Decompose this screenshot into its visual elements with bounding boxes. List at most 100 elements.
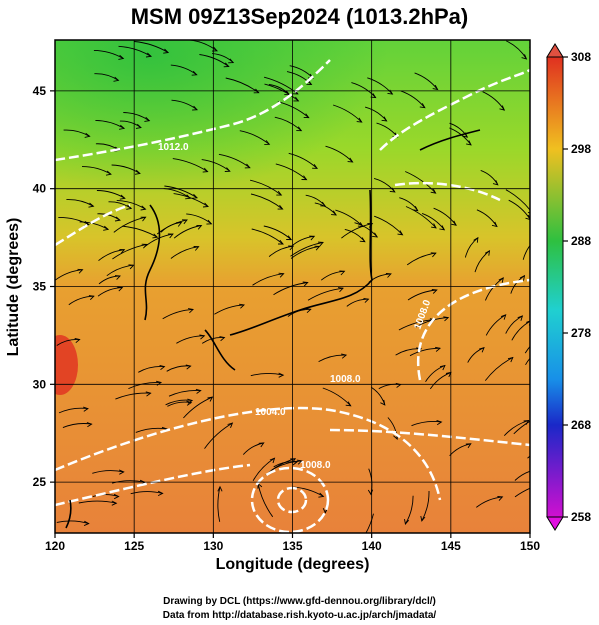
streamline bbox=[252, 273, 284, 286]
streamline bbox=[277, 101, 309, 118]
streamline-arrowhead bbox=[380, 399, 386, 406]
streamline-arrowhead bbox=[309, 235, 316, 241]
streamline-arrowhead bbox=[188, 308, 194, 314]
streamline bbox=[201, 159, 231, 172]
x-tick-label: 150 bbox=[520, 539, 540, 553]
streamline bbox=[93, 49, 124, 59]
streamline-arrowhead bbox=[258, 442, 265, 448]
streamline-arrowhead bbox=[439, 364, 446, 371]
streamline-arrowhead bbox=[140, 216, 147, 222]
streamline bbox=[250, 193, 283, 210]
streamline-arrowhead bbox=[320, 201, 327, 207]
streamline-arrowhead bbox=[119, 248, 126, 254]
streamline-arrowhead bbox=[128, 264, 135, 270]
streamline-arrowhead bbox=[404, 519, 410, 526]
streamline bbox=[409, 347, 441, 357]
streamline-arrowhead bbox=[135, 123, 142, 129]
streamline bbox=[400, 90, 426, 108]
streamline bbox=[123, 112, 150, 122]
x-tick-label: 125 bbox=[124, 539, 144, 553]
streamline-arrowhead bbox=[318, 492, 325, 498]
streamline-arrowhead bbox=[83, 520, 90, 527]
streamline-arrowhead bbox=[113, 76, 120, 82]
colorbar-top-arrow bbox=[546, 43, 564, 58]
streamline-arrowhead bbox=[492, 180, 499, 186]
streamline-arrowhead bbox=[359, 237, 366, 243]
streamline-arrowhead bbox=[195, 388, 202, 394]
streamline-arrowhead bbox=[88, 202, 95, 208]
colorbar-tick-label: 308 bbox=[571, 50, 591, 64]
streamline-arrowhead bbox=[227, 422, 234, 428]
streamline-arrowhead bbox=[339, 270, 346, 276]
chart-title: MSM 09Z13Sep2024 (1013.2hPa) bbox=[130, 4, 469, 29]
streamline-arrowhead bbox=[533, 238, 537, 243]
streamline bbox=[405, 495, 414, 525]
streamline-arrowhead bbox=[114, 216, 121, 222]
streamline bbox=[176, 335, 205, 344]
streamline bbox=[204, 422, 233, 449]
streamline-arrowhead bbox=[439, 225, 446, 231]
streamline-arrowhead bbox=[432, 84, 439, 91]
streamline bbox=[288, 152, 318, 169]
streamline bbox=[476, 496, 503, 508]
streamline-arrowhead bbox=[302, 281, 309, 287]
streamline bbox=[508, 199, 530, 220]
streamline bbox=[251, 228, 284, 245]
y-axis-label: Latitude (degrees) bbox=[5, 217, 22, 357]
streamline-arrowhead bbox=[430, 252, 437, 258]
streamline bbox=[170, 246, 199, 259]
streamline-arrowhead bbox=[466, 140, 472, 146]
streamline bbox=[183, 396, 213, 419]
streamline-arrowhead bbox=[314, 245, 321, 251]
streamline-arrowhead bbox=[191, 70, 198, 76]
streamline-arrowhead bbox=[118, 469, 125, 475]
streamline bbox=[484, 357, 514, 381]
streamline-arrowhead bbox=[465, 443, 472, 449]
streamline bbox=[335, 209, 364, 227]
streamline-arrowhead bbox=[540, 414, 545, 418]
streamline-arrowhead bbox=[301, 175, 308, 181]
contour-label: 1008.0 bbox=[330, 374, 361, 385]
streamline bbox=[66, 199, 94, 207]
streamline-arrowhead bbox=[111, 500, 118, 506]
streamline-arrowhead bbox=[269, 457, 276, 464]
streamline-arrowhead bbox=[347, 157, 354, 163]
streamline-arrowhead bbox=[539, 348, 544, 353]
streamline bbox=[55, 269, 83, 281]
streamline-arrowhead bbox=[436, 419, 443, 426]
streamline-arrowhead bbox=[202, 167, 209, 173]
colorbar-tick-label: 258 bbox=[571, 510, 591, 524]
streamline-arrowhead bbox=[192, 105, 198, 111]
streamline bbox=[252, 457, 275, 482]
colorbar-bottom-arrow bbox=[546, 516, 564, 531]
x-tick-label: 135 bbox=[282, 539, 302, 553]
streamline-arrowhead bbox=[331, 210, 337, 216]
colorbar: 308 298 288 278 268 258 bbox=[546, 43, 591, 531]
streamline bbox=[525, 357, 530, 366]
streamline-arrowhead bbox=[187, 398, 194, 404]
streamline-arrowhead bbox=[431, 288, 438, 294]
streamline bbox=[365, 513, 374, 533]
colorbar-gradient bbox=[546, 56, 564, 518]
streamline bbox=[511, 320, 530, 341]
streamline-arrowhead bbox=[341, 353, 348, 359]
streamline-arrowhead bbox=[217, 485, 223, 492]
streamline bbox=[513, 420, 530, 435]
streamline-arrowhead bbox=[196, 224, 203, 230]
streamline-arrowhead bbox=[276, 190, 283, 196]
colorbar-tick-label: 268 bbox=[571, 418, 591, 432]
streamline bbox=[307, 287, 344, 301]
streamline-arrowhead bbox=[286, 235, 293, 241]
streamline-arrowhead bbox=[141, 243, 148, 249]
streamline bbox=[173, 193, 209, 207]
streamline-arrowhead bbox=[497, 496, 504, 501]
streamline bbox=[433, 207, 457, 226]
streamline-arrowhead bbox=[389, 187, 396, 193]
streamline bbox=[325, 145, 353, 163]
streamline-arrowhead bbox=[412, 205, 419, 212]
streamline-arrowhead bbox=[163, 48, 170, 54]
streamline-arrowhead bbox=[159, 365, 166, 371]
streamline bbox=[56, 520, 89, 525]
streamline-arrowhead bbox=[228, 58, 235, 64]
streamline bbox=[128, 381, 162, 390]
